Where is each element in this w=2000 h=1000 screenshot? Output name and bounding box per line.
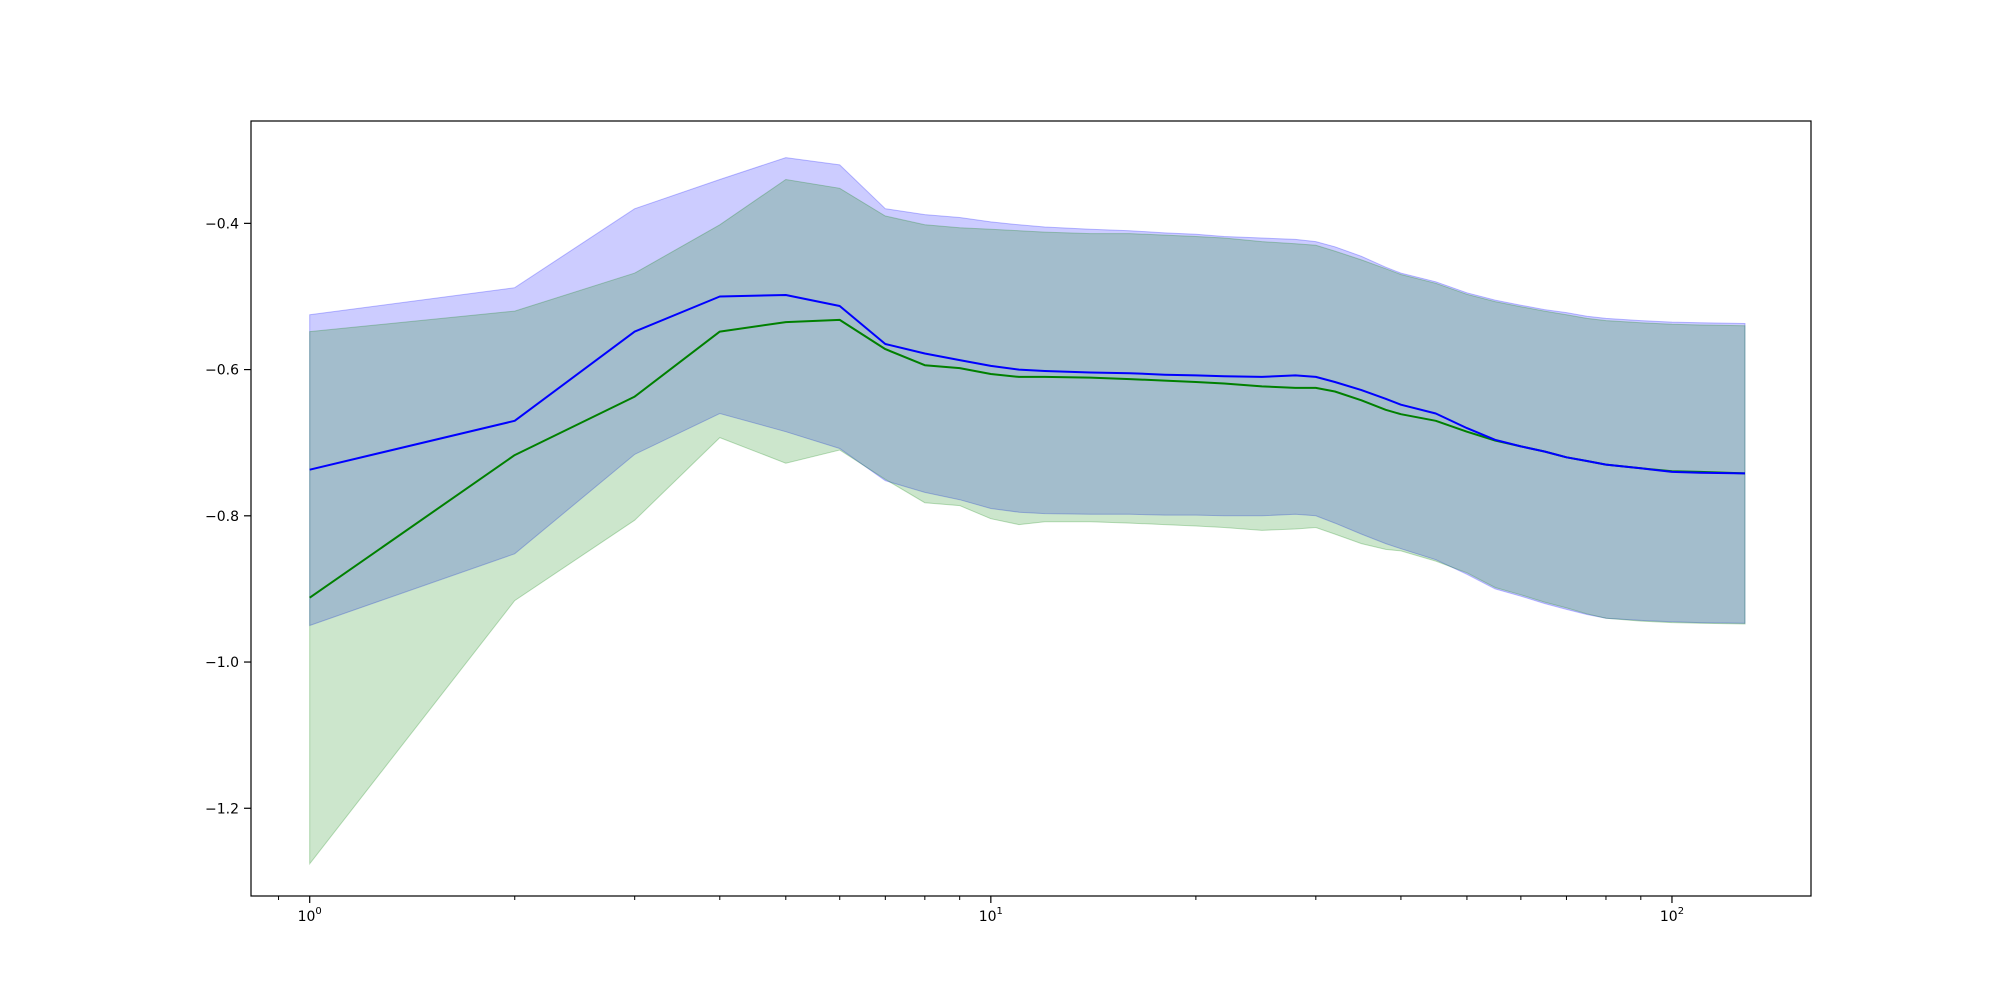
series-1-line — [309, 294, 1746, 475]
series-lines — [309, 294, 1746, 599]
series-1-band — [309, 157, 1746, 627]
y-axis-ticks: −0.4 −0.6 −0.8 −1.0 −1.2 — [205, 216, 251, 817]
confidence-bands — [309, 157, 1746, 866]
y-tick-label: −0.6 — [205, 363, 239, 379]
y-tick-label: −1.2 — [205, 801, 239, 817]
plot-area-frame — [250, 120, 1812, 897]
series-2-band — [309, 178, 1746, 866]
y-tick-label: −1.0 — [205, 655, 239, 671]
y-tick-label: −0.8 — [205, 509, 239, 525]
y-tick-label: −0.4 — [205, 216, 239, 232]
